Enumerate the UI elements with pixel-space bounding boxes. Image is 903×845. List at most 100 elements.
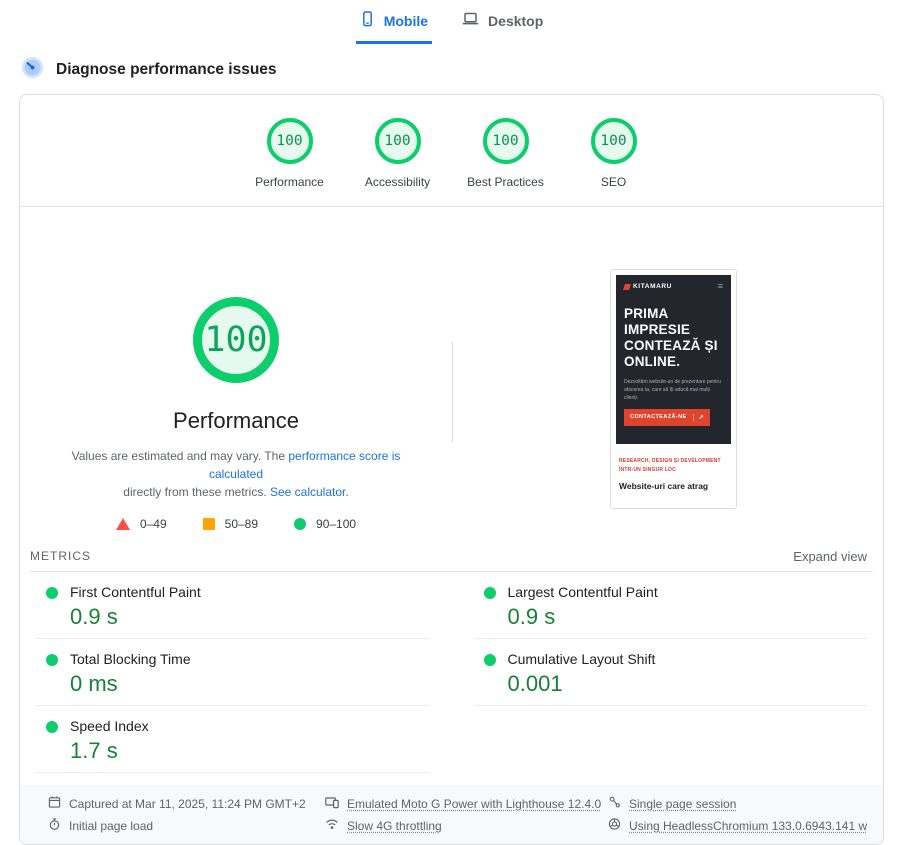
footer-browser[interactable]: Using HeadlessChromium 133.0.6943.141 wi… (608, 817, 867, 834)
score-summary-row: 100 Performance 100 Accessibility 100 Be… (20, 95, 883, 207)
thumbnail-caption: Website-uri care atrag (619, 481, 709, 491)
score-scale-legend: 0–49 50–89 90–100 (20, 517, 452, 531)
page-screenshot-thumbnail[interactable]: KITAMARU ≡ PRIMA IMPRESIE CONTEAZĂ ȘI ON… (610, 269, 737, 509)
expand-view-button[interactable]: Expand view (793, 548, 867, 564)
metric-value: 0 ms (70, 671, 118, 696)
pass-dot-icon (46, 654, 58, 666)
pass-dot-icon (483, 654, 496, 666)
vertical-divider (452, 342, 453, 442)
legend-average-range: 50–89 (224, 517, 259, 531)
thumbnail-site-header: KITAMARU ≡ (623, 281, 723, 291)
page-title: Diagnose performance issues (56, 61, 277, 78)
score-performance-label: Performance (255, 175, 324, 189)
tab-desktop[interactable]: Desktop (458, 10, 547, 44)
metric-value: 0.9 s (70, 604, 118, 629)
metric-name: Total Blocking Time (70, 651, 191, 667)
browser-text: Using HeadlessChromium 133.0.6943.141 wi… (629, 818, 867, 833)
metric-name: Cumulative Layout Shift (507, 651, 656, 667)
metric-name: Largest Contentful Paint (507, 584, 658, 600)
score-best-practices[interactable]: 100 Best Practices (462, 118, 550, 189)
metrics-title: METRICS (30, 549, 91, 563)
thumbnail-brand-name: KITAMARU (633, 283, 672, 290)
legend-average: 50–89 (202, 517, 259, 531)
metric-speed-index: Speed Index 1.7 s (36, 706, 430, 773)
calculation-link[interactable]: performance score is calculated (208, 449, 401, 481)
metric-name: First Contentful Paint (70, 584, 201, 600)
score-accessibility[interactable]: 100 Accessibility (354, 118, 442, 189)
session-icon (608, 795, 621, 812)
pass-dot-icon (46, 721, 58, 733)
footer-emulated-device[interactable]: Emulated Moto G Power with Lighthouse 12… (325, 795, 608, 812)
score-performance[interactable]: 100 Performance (246, 118, 334, 189)
score-seo-value: 100 (590, 118, 637, 164)
metric-value: 0.001 (507, 671, 563, 696)
thumbnail-heading: PRIMA IMPRESIE CONTEAZĂ ȘI ONLINE. (624, 306, 718, 369)
legend-pass: 90–100 (294, 517, 356, 531)
mobile-phone-icon (360, 10, 375, 32)
score-seo[interactable]: 100 SEO (570, 118, 658, 189)
form-factor-tabs: Mobile Desktop (0, 0, 903, 44)
thumbnail-body-text: Dezvoltăm website-uri de prezentare pent… (624, 378, 721, 401)
score-best-practices-value: 100 (482, 118, 529, 164)
thumbnail-hero-section: KITAMARU ≡ PRIMA IMPRESIE CONTEAZĂ ȘI ON… (616, 275, 731, 444)
emulated-device-text: Emulated Moto G Power with Lighthouse 12… (347, 796, 602, 811)
score-seo-label: SEO (600, 175, 627, 189)
metric-name: Speed Index (70, 718, 149, 734)
performance-gauge: 100 (193, 297, 279, 383)
report-footer: Captured at Mar 11, 2025, 11:24 PM GMT+2… (20, 785, 883, 844)
score-accessibility-label: Accessibility (364, 175, 431, 189)
diagnose-header: Diagnose performance issues (0, 44, 903, 94)
disclaimer-period: . (345, 485, 349, 499)
devices-icon (325, 795, 339, 812)
gauge-column: 100 Performance Values are estimated and… (20, 207, 452, 531)
metric-total-blocking-time: Total Blocking Time 0 ms (36, 639, 430, 706)
cta-arrow-icon: ↗ (692, 413, 704, 421)
hamburger-menu-icon: ≡ (717, 281, 723, 291)
tab-mobile[interactable]: Mobile (355, 10, 433, 44)
score-disclaimer: Values are estimated and may vary. The p… (48, 447, 424, 501)
calendar-icon (48, 795, 61, 812)
pass-dot-icon (483, 587, 496, 599)
performance-overview: 100 Performance Values are estimated and… (20, 207, 883, 541)
thumbnail-cta-button: CONTACTEAZĂ-NE ↗ (624, 408, 710, 426)
session-type-text: Single page session (629, 796, 737, 811)
score-performance-value: 100 (266, 118, 313, 164)
average-square-icon (202, 518, 215, 530)
footer-captured-at: Captured at Mar 11, 2025, 11:24 PM GMT+2 (48, 795, 325, 812)
captured-at-text: Captured at Mar 11, 2025, 11:24 PM GMT+2 (69, 796, 306, 811)
disclaimer-text-2: directly from these metrics. (123, 485, 270, 499)
score-best-practices-label: Best Practices (467, 175, 544, 189)
chromium-icon (608, 817, 621, 834)
footer-throttling[interactable]: Slow 4G throttling (325, 817, 608, 834)
footer-page-load-type: Initial page load (48, 817, 325, 834)
footer-session-type[interactable]: Single page session (608, 795, 867, 812)
metrics-grid: First Contentful Paint 0.9 s Total Block… (30, 572, 873, 773)
score-accessibility-value: 100 (374, 118, 421, 164)
fail-triangle-icon (115, 518, 130, 530)
speed-gauge-icon (22, 57, 43, 83)
tab-desktop-label: Desktop (488, 13, 544, 29)
stopwatch-icon (48, 817, 61, 834)
metric-cumulative-layout-shift: Cumulative Layout Shift 0.001 (473, 639, 867, 706)
legend-fail: 0–49 (115, 517, 167, 531)
metrics-header-row: METRICS Expand view (30, 541, 873, 572)
thumbnail-brand: KITAMARU (623, 283, 672, 290)
kitamaru-logo-icon (623, 283, 631, 290)
tab-mobile-label: Mobile (383, 13, 429, 29)
page-load-type-text: Initial page load (69, 818, 154, 833)
pass-dot-icon (46, 587, 58, 599)
lighthouse-report-card: 100 Performance 100 Accessibility 100 Be… (19, 94, 884, 845)
metrics-section: METRICS Expand view First Contentful Pai… (20, 541, 883, 773)
disclaimer-text-1: Values are estimated and may vary. The (71, 449, 289, 463)
thumbnail-intro-section: RESEARCH, DESIGN ȘI DEVELOPMENT ÎNTR-UN … (616, 444, 731, 491)
performance-gauge-label: Performance (173, 408, 299, 433)
legend-pass-range: 90–100 (316, 517, 357, 531)
throttling-text: Slow 4G throttling (347, 818, 442, 833)
metric-first-contentful-paint: First Contentful Paint 0.9 s (36, 572, 430, 639)
desktop-laptop-icon (462, 11, 479, 32)
pass-circle-icon (294, 518, 307, 530)
legend-fail-range: 0–49 (139, 517, 167, 531)
metric-value: 0.9 s (507, 604, 556, 629)
thumbnail-tagline: RESEARCH, DESIGN ȘI DEVELOPMENT ÎNTR-UN … (619, 458, 721, 473)
see-calculator-link[interactable]: See calculator (269, 485, 346, 499)
